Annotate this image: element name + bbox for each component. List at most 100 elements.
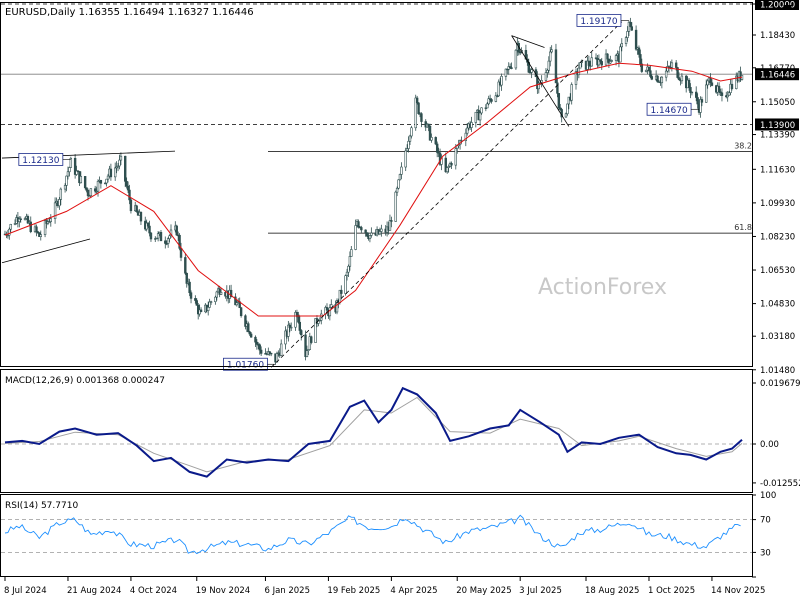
candle-body — [350, 249, 353, 257]
macd-axis-label: -0.012552 — [760, 479, 800, 489]
price-axis-highlight — [755, 118, 799, 131]
candle-body — [106, 175, 110, 180]
panel-frames — [0, 2, 753, 577]
candle-body — [490, 99, 493, 102]
candle-body — [567, 96, 571, 105]
candle-body — [304, 334, 307, 357]
candle-body — [394, 191, 397, 222]
candle-body — [606, 53, 609, 60]
candle-body — [428, 125, 432, 141]
candle-body — [524, 50, 528, 60]
price-axis-label: 1.01480 — [760, 366, 795, 376]
price-axis-label: 1.18430 — [760, 31, 795, 41]
candle-body — [435, 143, 439, 153]
candle-body — [696, 97, 699, 105]
date-axis-label: 4 Apr 2025 — [390, 586, 437, 596]
candle-body — [105, 178, 108, 184]
candle-body — [354, 225, 357, 250]
moving-average-line — [4, 62, 743, 317]
candle-body — [676, 67, 679, 78]
fib-level-label: 61.8 — [734, 223, 752, 232]
candle-body — [444, 157, 447, 173]
axes-layer: 1.200001.184301.167701.150501.133901.116… — [4, 0, 800, 596]
candle-body — [726, 94, 729, 98]
candle-body — [395, 187, 399, 193]
candle-body — [650, 76, 654, 80]
candle-body — [430, 137, 433, 141]
price-axis-label: 1.03180 — [760, 332, 795, 342]
candle-body — [630, 26, 634, 31]
candle-body — [644, 69, 648, 72]
candle-body — [13, 223, 17, 225]
candle-body — [214, 296, 217, 302]
candle-body — [188, 281, 191, 294]
candle-body — [610, 60, 613, 62]
candle-body — [365, 232, 369, 237]
candle-body — [85, 187, 88, 191]
candle-body — [75, 170, 78, 175]
candle-body — [587, 60, 591, 66]
macd-panel-frame — [0, 369, 753, 493]
macd-axis-label: 0.00 — [760, 440, 779, 450]
candle-body — [360, 227, 363, 231]
candle-body — [478, 112, 482, 121]
candle-body — [364, 229, 367, 233]
candle-body — [660, 76, 664, 84]
candle-body — [735, 75, 738, 89]
candle-body — [215, 291, 218, 298]
candle-body — [254, 336, 257, 343]
candle-body — [404, 150, 407, 168]
candle-body — [550, 49, 553, 53]
candle-body — [709, 77, 712, 84]
candle-body — [19, 218, 22, 220]
date-axis-label: 14 Nov 2025 — [711, 586, 765, 596]
candle-body — [247, 323, 250, 333]
candle-body — [717, 85, 721, 93]
candle-body — [125, 181, 128, 187]
candle-body — [700, 99, 704, 103]
candle-body — [487, 98, 490, 105]
price-axis-label: 1.08230 — [760, 232, 795, 242]
candle-body — [178, 234, 181, 249]
candle-body — [207, 306, 210, 311]
candle-body — [680, 75, 684, 82]
price-axis-label: 1.09930 — [760, 199, 795, 209]
candle-body — [597, 59, 601, 66]
candle-body — [720, 92, 724, 96]
candle-body — [73, 157, 77, 175]
candle-body — [209, 301, 213, 303]
candle-body — [129, 199, 133, 212]
candle-body — [115, 166, 118, 169]
candle-body — [103, 182, 107, 185]
candle-body — [619, 46, 622, 63]
trend-line — [511, 35, 545, 48]
price-axis-highlight — [755, 0, 799, 10]
symbol-label: EURUSD,Daily 1.16355 1.16494 1.16327 1.1… — [5, 7, 254, 18]
grid-layer — [1, 3, 752, 234]
candle-body — [434, 137, 437, 145]
candle-body — [344, 275, 347, 294]
candle-body — [79, 176, 83, 184]
price-axis-label: 1.11630 — [760, 165, 795, 175]
rsi-title: RSI(14) 57.7710 — [5, 501, 78, 511]
dropdown-triangle-icon[interactable] — [783, 5, 793, 10]
candle-body — [730, 83, 734, 89]
date-axis-label: 21 Aug 2024 — [67, 586, 121, 596]
candle-body — [544, 72, 548, 81]
candle-body — [348, 256, 352, 267]
candle-body — [370, 232, 373, 236]
candle-body — [447, 166, 450, 168]
candle-body — [518, 51, 522, 54]
candle-body — [310, 336, 313, 343]
candle-body — [626, 31, 629, 38]
candle-body — [549, 51, 552, 62]
candle-body — [195, 300, 198, 306]
price-axis-highlight-label: 1.20000 — [760, 1, 795, 11]
trend-line — [511, 35, 570, 127]
candle-body — [514, 49, 518, 69]
candle-body — [83, 176, 87, 189]
rsi-panel — [1, 514, 752, 555]
candle-body — [677, 77, 681, 80]
candle-body — [480, 107, 483, 114]
date-axis-label: 4 Oct 2024 — [130, 586, 177, 596]
